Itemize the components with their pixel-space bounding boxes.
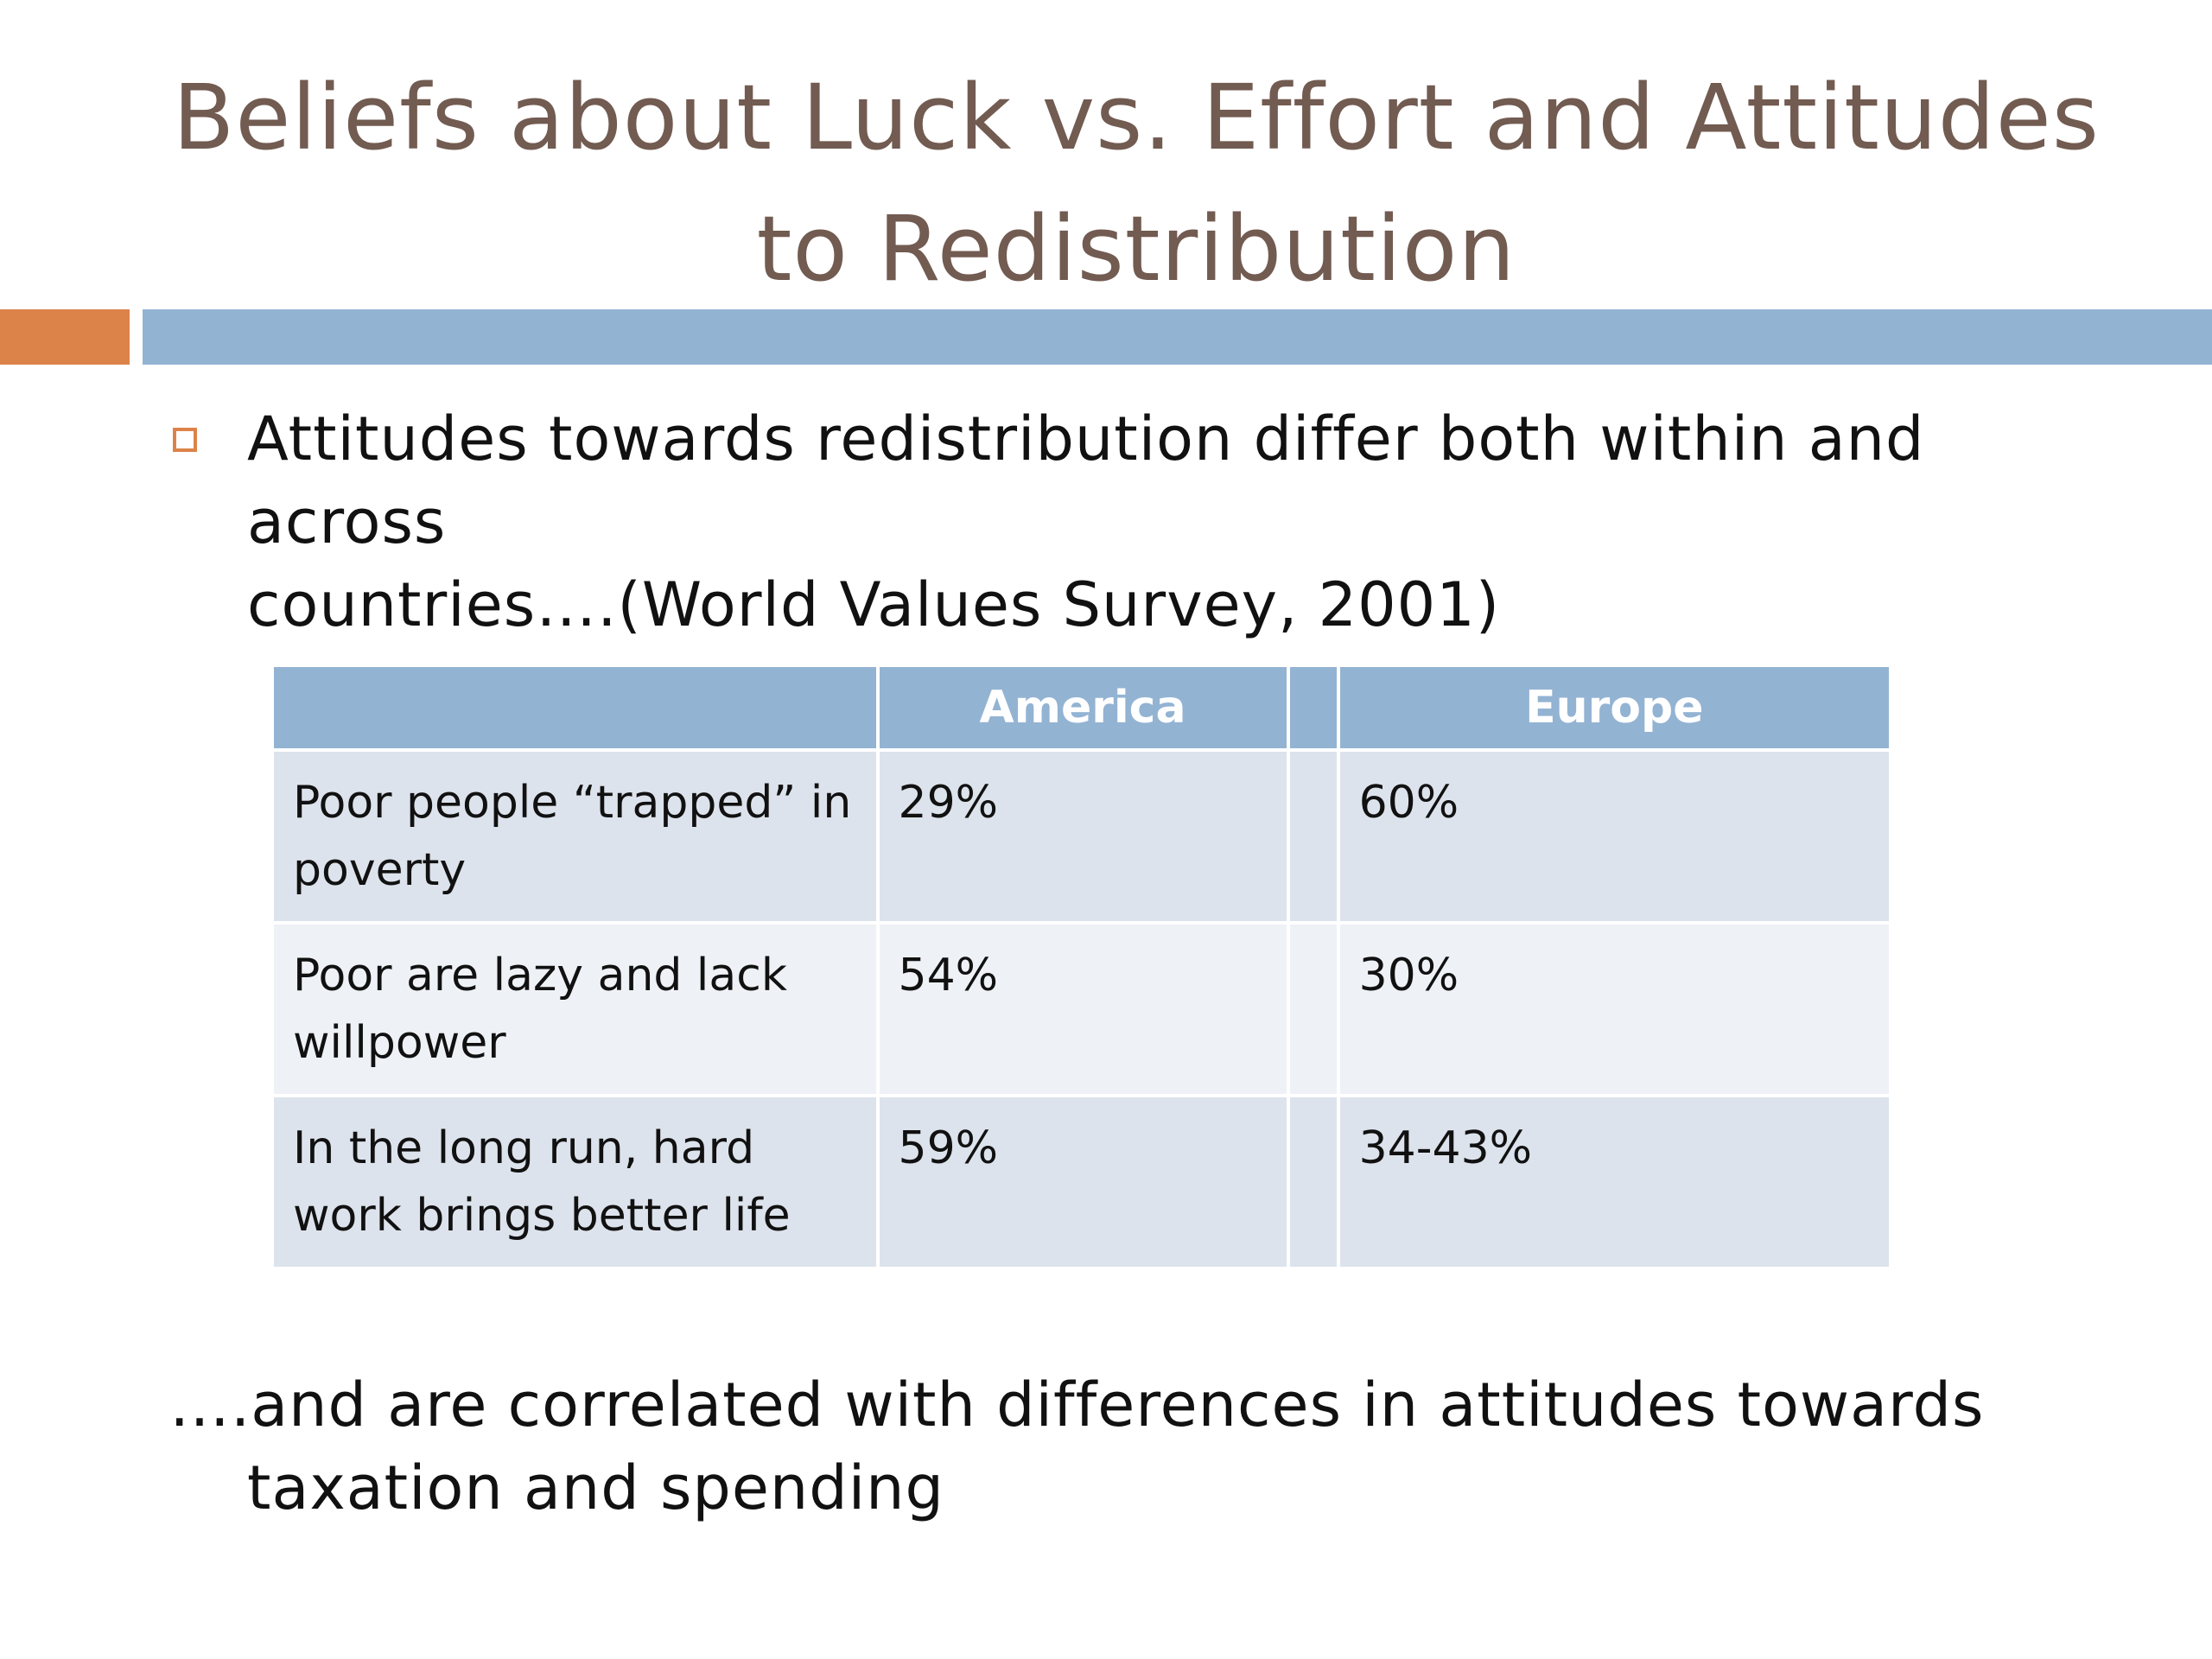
row-label-line-1: Poor are lazy and lack xyxy=(293,950,787,1001)
row-label: Poor people “trapped” in poverty xyxy=(270,748,880,925)
row-label-line-1: In the long run, hard xyxy=(293,1122,755,1174)
intro-paragraph: Attitudes towards redistribution differ … xyxy=(247,397,2113,646)
accent-bar-blue xyxy=(143,309,2212,365)
header-label xyxy=(270,664,880,752)
cell-gap xyxy=(1286,748,1340,925)
cell-gap xyxy=(1286,921,1340,1097)
title-line-2: to Redistribution xyxy=(756,196,1516,302)
row-label-line-1: Poor people “trapped” in xyxy=(293,777,852,829)
title-line-1: Beliefs about Luck vs. Effort and Attitu… xyxy=(173,65,2100,170)
table-row: In the long run, hard work brings better… xyxy=(270,1094,1893,1270)
table-header-row: America Europe xyxy=(270,664,1893,752)
row-label: In the long run, hard work brings better… xyxy=(270,1094,880,1270)
slide-title: Beliefs about Luck vs. Effort and Attitu… xyxy=(173,52,2100,315)
table-row: Poor people “trapped” in poverty 29% 60% xyxy=(270,748,1893,925)
header-america: America xyxy=(875,664,1290,752)
intro-line-2: countries….(World Values Survey, 2001) xyxy=(247,569,1501,640)
cell-europe: 34-43% xyxy=(1336,1094,1893,1270)
survey-table: America Europe Poor people “trapped” in … xyxy=(270,664,1893,1270)
cell-gap xyxy=(1286,1094,1340,1270)
header-gap xyxy=(1286,664,1340,752)
row-label: Poor are lazy and lack willpower xyxy=(270,921,880,1097)
cell-america: 29% xyxy=(875,748,1290,925)
square-bullet-icon xyxy=(173,428,197,452)
cell-america: 59% xyxy=(875,1094,1290,1270)
cell-america: 54% xyxy=(875,921,1290,1097)
row-label-line-2: work brings better life xyxy=(293,1190,791,1242)
closing-line-1: ….and are correlated with differences in… xyxy=(169,1370,1985,1440)
table-row: Poor are lazy and lack willpower 54% 30% xyxy=(270,921,1893,1097)
cell-europe: 60% xyxy=(1336,748,1893,925)
row-label-line-2: poverty xyxy=(293,844,467,896)
accent-bar-orange xyxy=(0,309,130,365)
cell-europe: 30% xyxy=(1336,921,1893,1097)
closing-line-2: taxation and spending xyxy=(247,1452,944,1523)
header-europe: Europe xyxy=(1336,664,1893,752)
row-label-line-2: willpower xyxy=(293,1017,506,1069)
intro-line-1: Attitudes towards redistribution differ … xyxy=(247,404,1925,557)
closing-paragraph: ….and are correlated with differences in… xyxy=(169,1363,2105,1529)
